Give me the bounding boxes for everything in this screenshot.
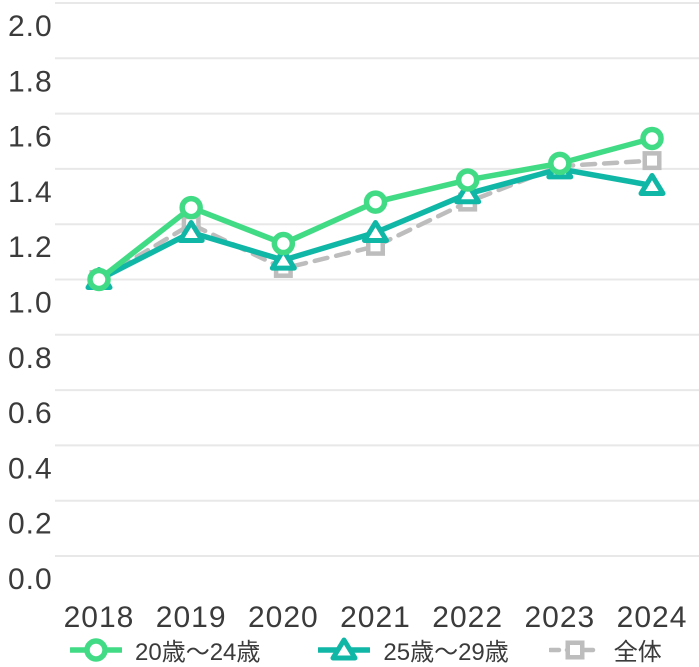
y-axis-tick-label: 0.8 xyxy=(8,342,53,375)
data-point xyxy=(363,190,388,214)
data-point xyxy=(269,247,297,271)
x-axis-tick-label: 2024 xyxy=(617,601,688,634)
square-series-legend-marker xyxy=(548,640,601,659)
legend-marker-symbol xyxy=(84,637,108,662)
legend-marker-symbol xyxy=(565,640,585,659)
data-point xyxy=(87,267,111,292)
chart-legend: 20歳〜24歳 25歳〜29歳 全体 xyxy=(0,632,699,667)
x-axis-tick-label: 2018 xyxy=(64,601,135,634)
data-point xyxy=(271,231,296,256)
data-point xyxy=(179,195,203,220)
legend-marker-symbol xyxy=(330,637,358,660)
y-axis-tick-label: 1.4 xyxy=(8,176,53,209)
y-axis-tick-label: 0.0 xyxy=(8,563,53,596)
data-point xyxy=(362,219,390,243)
data-point xyxy=(642,151,662,171)
x-axis-tick-label: 2019 xyxy=(156,601,227,634)
legend-label-age-20-24: 20歳〜24歳 xyxy=(135,639,261,666)
legend-label-overall: 全体 xyxy=(613,639,662,666)
y-axis-tick-label: 0.4 xyxy=(8,452,53,485)
triangle-series-legend-marker xyxy=(318,637,371,660)
y-axis-tick-label: 1.0 xyxy=(8,287,53,320)
data-point xyxy=(177,219,205,243)
legend-item-age-20-24[interactable]: 20歳〜24歳 xyxy=(70,632,260,667)
y-axis-tick-label: 1.2 xyxy=(8,231,53,264)
x-axis-tick-label: 2021 xyxy=(340,601,411,634)
y-axis-tick-label: 2.0 xyxy=(8,10,53,43)
legend-label-age-25-29: 25歳〜29歳 xyxy=(383,639,509,666)
data-point xyxy=(454,181,482,205)
x-axis-tick-label: 2022 xyxy=(432,601,503,634)
circle-series-legend-marker xyxy=(70,637,122,662)
data-point xyxy=(455,168,480,192)
line-chart: 2.0 1.8 1.6 1.4 1.2 1.0 0.8 0.6 0.4 0.2 0.0 2018 201… xyxy=(8,2,699,634)
y-axis-tick-label: 1.6 xyxy=(8,121,53,154)
y-axis-tick-label: 1.8 xyxy=(8,65,53,98)
data-point xyxy=(548,151,572,176)
x-axis-tick-label: 2020 xyxy=(248,601,319,634)
x-axis-tick-label: 2023 xyxy=(524,601,595,634)
data-point xyxy=(640,126,664,151)
chart-plot-svg: 2.0 1.8 1.6 1.4 1.2 1.0 0.8 0.6 0.4 0.2 0.0 2018 201… xyxy=(8,2,699,634)
y-axis-tick-label: 0.6 xyxy=(8,397,53,430)
y-axis-tick-label: 0.2 xyxy=(8,508,53,541)
legend-item-age-25-29[interactable]: 25歳〜29歳 xyxy=(318,632,509,667)
legend-item-overall[interactable]: 全体 xyxy=(548,632,662,667)
data-point xyxy=(638,172,666,196)
